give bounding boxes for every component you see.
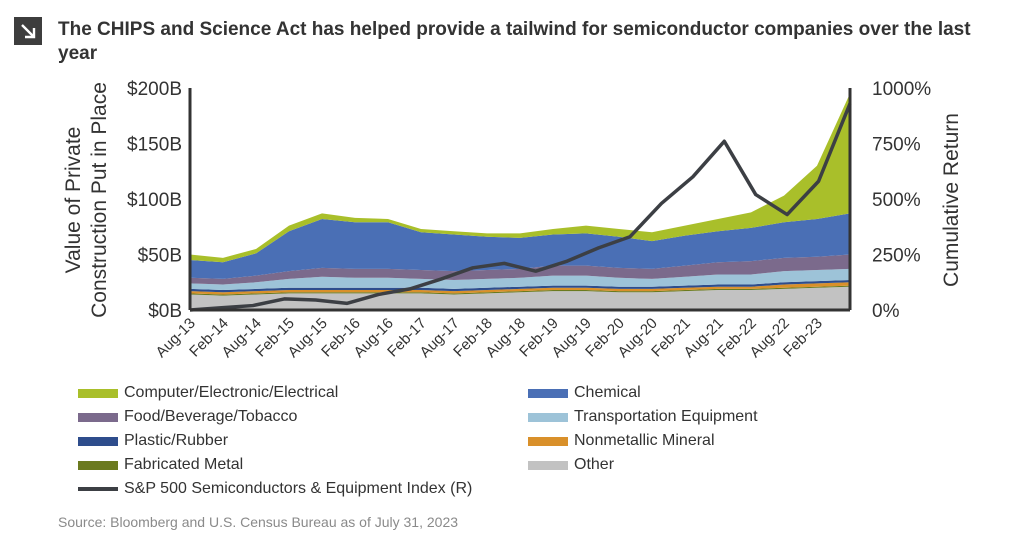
legend-item: Food/Beverage/Tobacco xyxy=(78,408,297,426)
left-axis-title: Value of Private Construction Put in Plac… xyxy=(62,82,111,318)
legend-label: Other xyxy=(574,456,615,473)
legend-swatch xyxy=(78,487,118,491)
legend-item: Fabricated Metal xyxy=(78,456,243,474)
area-plastic-rubber xyxy=(190,280,850,293)
left-tick-label: $100B xyxy=(127,190,182,211)
legend-item: S&P 500 Semiconductors & Equipment Index… xyxy=(78,480,472,498)
chart-title: The CHIPS and Science Act has helped pro… xyxy=(58,19,971,64)
legend-swatch xyxy=(78,436,118,446)
left-tick-label: $150B xyxy=(127,135,182,156)
chart: $0B $50B $100B $150B $200B 0% 250% 500% 750% 1000… xyxy=(62,79,963,361)
area-chemical xyxy=(190,213,850,279)
legend-swatch xyxy=(78,460,118,470)
legend-swatch xyxy=(78,388,118,398)
legend-label: Transportation Equipment xyxy=(574,408,758,425)
legend-item: Plastic/Rubber xyxy=(78,432,228,450)
left-tick-label: $50B xyxy=(138,246,182,267)
legend-label: Nonmetallic Mineral xyxy=(574,432,715,449)
area-transportation-equipment xyxy=(190,268,850,291)
legend-label: Fabricated Metal xyxy=(124,456,244,473)
legend-item: Transportation Equipment xyxy=(528,408,758,426)
right-tick-label: 0% xyxy=(872,301,900,322)
right-tick-label: 1000% xyxy=(872,79,931,100)
legend-swatch xyxy=(78,412,118,422)
right-axis-title: Cumulative Return xyxy=(940,113,963,287)
left-tick-label: $200B xyxy=(127,79,182,100)
line-semiconductor-index xyxy=(189,102,852,312)
legend-label: Food/Beverage/Tobacco xyxy=(124,408,298,425)
legend-label: Chemical xyxy=(574,384,641,401)
area-computer-electronic-electrical xyxy=(190,93,850,263)
legend-label: Plastic/Rubber xyxy=(124,432,229,449)
legend-item: Other xyxy=(528,456,614,474)
arrow-down-right-icon xyxy=(14,17,42,45)
legend-item: Computer/Electronic/Electrical xyxy=(78,384,338,402)
legend-label: Computer/Electronic/Electrical xyxy=(124,384,339,401)
legend-swatch xyxy=(528,412,568,422)
legend-item: Nonmetallic Mineral xyxy=(528,432,715,450)
area-nonmetallic-mineral xyxy=(190,282,850,295)
legend-swatch xyxy=(528,460,568,470)
right-tick-label: 750% xyxy=(872,135,921,156)
legend-swatch xyxy=(528,388,568,398)
left-tick-label: $0B xyxy=(148,301,182,322)
legend-item: Chemical xyxy=(528,384,641,402)
source-note: Source: Bloomberg and U.S. Census Bureau… xyxy=(58,514,459,530)
area-food-beverage-tobacco xyxy=(190,254,850,285)
legend-swatch xyxy=(528,436,568,446)
area-fabricated-metal xyxy=(190,285,850,296)
right-tick-label: 500% xyxy=(872,190,921,211)
legend-label: S&P 500 Semiconductors & Equipment Index… xyxy=(124,480,473,497)
area-other xyxy=(190,286,850,310)
right-tick-label: 250% xyxy=(872,246,921,267)
